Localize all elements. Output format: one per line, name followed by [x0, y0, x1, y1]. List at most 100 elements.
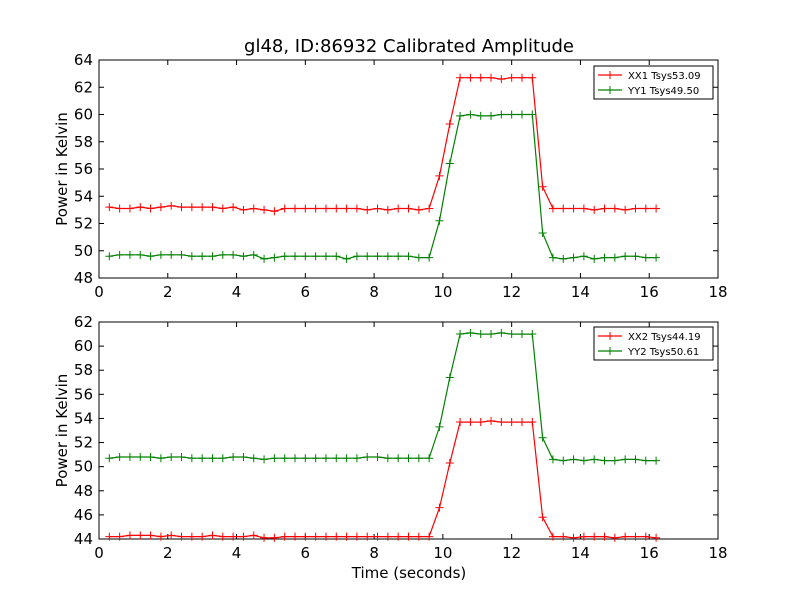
data-point [487, 416, 496, 425]
data-point [600, 253, 609, 262]
data-point [229, 532, 238, 541]
x-tick-label: 18 [708, 544, 727, 562]
data-point [548, 532, 557, 541]
y-tick-label: 60 [74, 106, 93, 124]
data-point [260, 205, 269, 214]
data-point [352, 252, 361, 261]
data-point [621, 532, 630, 541]
y-tick-label: 60 [74, 337, 93, 355]
data-point [187, 454, 196, 463]
data-point [631, 252, 640, 261]
data-point [383, 454, 392, 463]
data-point [156, 454, 165, 463]
data-point [456, 330, 465, 339]
y-tick-label: 48 [74, 482, 93, 500]
x-tick-label: 18 [708, 283, 727, 301]
data-point [466, 73, 475, 82]
y-tick-label: 62 [74, 313, 93, 331]
data-point [435, 216, 444, 225]
legend-label: XX1 Tsys53.09 [628, 71, 701, 82]
data-point [425, 532, 434, 541]
data-point [559, 532, 568, 541]
x-tick-label: 8 [369, 544, 379, 562]
data-point [507, 73, 516, 82]
data-point [198, 532, 207, 541]
data-point [600, 532, 609, 541]
data-point [528, 330, 537, 339]
y-tick-label: 50 [74, 458, 93, 476]
data-point [569, 253, 578, 262]
data-point [218, 250, 227, 259]
legend-label: XX2 Tsys44.19 [628, 332, 701, 343]
data-point [198, 252, 207, 261]
data-point [125, 531, 134, 540]
data-point [528, 418, 537, 427]
data-point [559, 204, 568, 213]
data-point [249, 204, 258, 213]
data-point [383, 205, 392, 214]
data-point [517, 330, 526, 339]
data-point [167, 453, 176, 462]
data-point [394, 252, 403, 261]
data-point [342, 532, 351, 541]
data-point [352, 204, 361, 213]
data-point [476, 73, 485, 82]
data-point [559, 254, 568, 263]
data-point [270, 253, 279, 262]
data-point [352, 454, 361, 463]
data-point [187, 252, 196, 261]
data-point [270, 207, 279, 216]
legend-marker [606, 347, 614, 355]
data-point [641, 532, 650, 541]
data-point [631, 204, 640, 213]
bottom-panel: 0 2 4 6 8 10 12 14 16 1844464850525456586062Power… [53, 313, 728, 562]
data-point [311, 252, 320, 261]
data-point [528, 110, 537, 119]
data-point [538, 433, 547, 442]
data-point [435, 503, 444, 512]
data-point [497, 328, 506, 337]
data-point [136, 453, 145, 462]
x-tick-label: 2 [163, 283, 173, 301]
data-point [136, 250, 145, 259]
data-point [280, 204, 289, 213]
y-tick-label: 52 [74, 215, 93, 233]
data-point [373, 453, 382, 462]
data-point [177, 453, 186, 462]
data-point [332, 204, 341, 213]
data-point [332, 454, 341, 463]
data-point [456, 73, 465, 82]
data-point [425, 204, 434, 213]
x-tick-label: 16 [640, 544, 659, 562]
data-point [363, 453, 372, 462]
data-point [579, 532, 588, 541]
data-point [373, 252, 382, 261]
data-point [342, 454, 351, 463]
data-point [177, 532, 186, 541]
data-point [517, 110, 526, 119]
data-point [301, 532, 310, 541]
x-tick-label: 6 [301, 544, 311, 562]
x-tick-label: 10 [433, 283, 452, 301]
data-point [208, 203, 217, 212]
data-point [466, 328, 475, 337]
x-tick-label: 16 [640, 283, 659, 301]
data-point [652, 533, 661, 542]
data-point [652, 456, 661, 465]
data-point [497, 110, 506, 119]
x-tick-label: 14 [571, 283, 590, 301]
data-point [600, 456, 609, 465]
x-tick-label: 12 [502, 544, 521, 562]
data-point [435, 171, 444, 180]
data-point [621, 455, 630, 464]
data-point [414, 253, 423, 262]
data-point [177, 250, 186, 259]
legend-label: YY1 Tsys49.50 [627, 86, 699, 97]
data-point [363, 252, 372, 261]
data-point [208, 252, 217, 261]
legend-box [593, 326, 714, 361]
data-point [115, 204, 124, 213]
y-tick-label: 46 [74, 506, 93, 524]
legend-marker [606, 71, 614, 79]
y-tick-label: 58 [74, 361, 93, 379]
